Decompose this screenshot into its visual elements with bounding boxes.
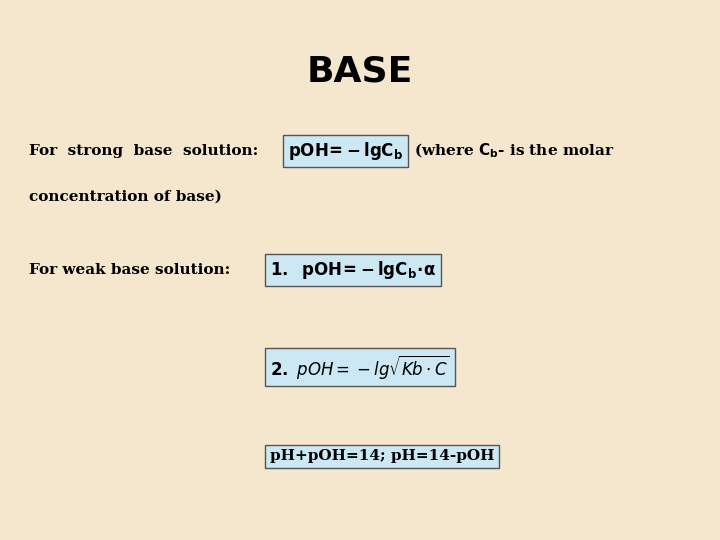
Text: (where $\mathbf{C_b}$- is the molar: (where $\mathbf{C_b}$- is the molar — [414, 142, 614, 160]
Text: For weak base solution:: For weak base solution: — [29, 263, 230, 277]
Text: BASE: BASE — [307, 54, 413, 88]
Text: $\mathbf{2.}\ \mathit{pOH = -lg\sqrt{Kb \cdot C}}$: $\mathbf{2.}\ \mathit{pOH = -lg\sqrt{Kb … — [270, 353, 450, 381]
Text: concentration of base): concentration of base) — [29, 190, 222, 204]
Text: For  strong  base  solution:: For strong base solution: — [29, 144, 258, 158]
Text: pH+pOH=14; pH=14-pOH: pH+pOH=14; pH=14-pOH — [270, 449, 495, 463]
Text: $\mathbf{pOH\!=\!-lgC_b}$: $\mathbf{pOH\!=\!-lgC_b}$ — [288, 140, 403, 162]
Text: $\mathbf{1.\ \ pOH\!=\!-lgC_b \!\cdot\! \alpha}$: $\mathbf{1.\ \ pOH\!=\!-lgC_b \!\cdot\! … — [270, 259, 436, 281]
